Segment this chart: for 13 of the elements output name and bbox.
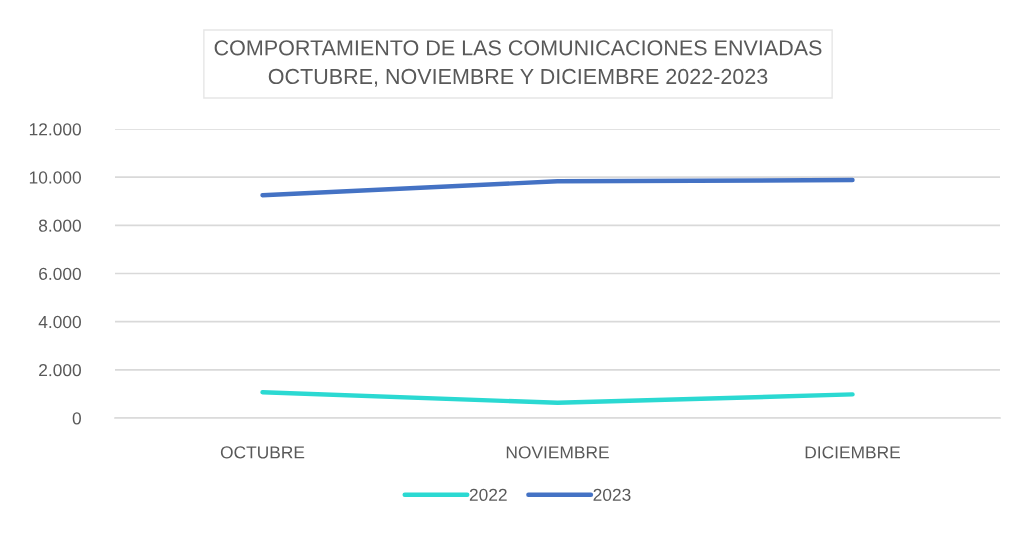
x-tick-label: DICIEMBRE (805, 446, 900, 459)
y-tick-label: 2.000 (39, 364, 81, 377)
y-tick-label: 6.000 (39, 267, 81, 280)
legend-label: 2023 (593, 488, 631, 501)
y-tick-label: 4.000 (38, 315, 81, 329)
x-tick-label: OCTUBRE (220, 446, 305, 459)
y-tick-label: 8.000 (38, 219, 81, 232)
x-tick-label: NOVIEMBRE (506, 446, 609, 459)
y-tick-label: 12.000 (29, 123, 81, 136)
y-tick-label: 10.000 (29, 171, 81, 184)
y-tick-label: 0 (72, 412, 81, 425)
legend-label: 2022 (469, 488, 507, 501)
chart-title: COMPORTAMIENTO DE LAS COMUNICACIONES ENVIADAS OCTUBRE, NOVIEMBRE Y DICIEMBRE 2022-2023 (214, 40, 822, 87)
